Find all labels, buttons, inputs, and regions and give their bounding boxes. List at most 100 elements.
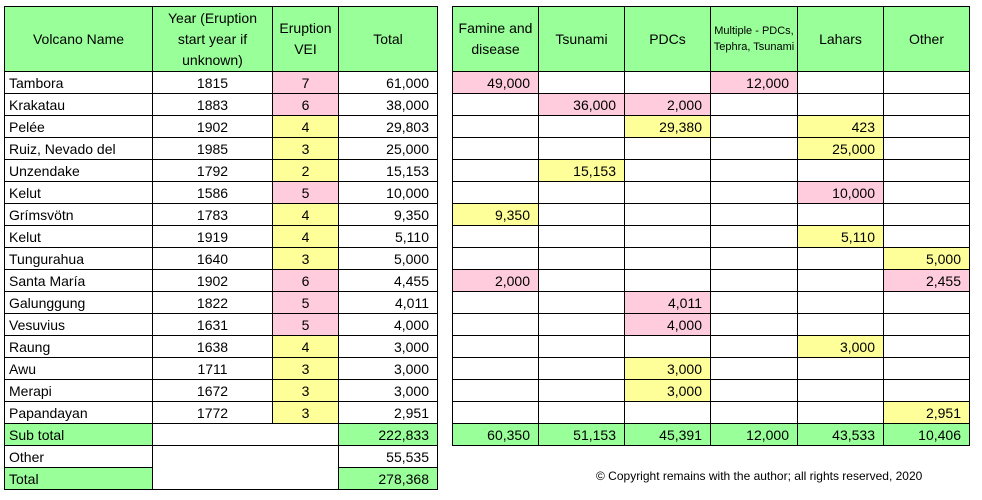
cause-row: 25,000: [452, 137, 970, 160]
volcano-row: Ruiz, Nevado del 1985 3 25,000: [4, 137, 438, 160]
volcano-row: Santa María 1902 6 4,455: [4, 269, 438, 292]
cause-row: 4,011: [452, 291, 970, 314]
volcano-name-cell: Galunggung: [4, 291, 153, 314]
cause-row: 4,000: [452, 313, 970, 336]
lahars-cell: [797, 159, 884, 182]
multiple-cell: [710, 401, 798, 424]
pdcs-cell: [624, 181, 711, 204]
volcano-name-cell: Tambora: [4, 71, 153, 94]
famine-cell: [452, 137, 539, 160]
famine-cell: [452, 93, 539, 116]
header-lahars: Lahars: [797, 6, 884, 72]
volcano-row: Tungurahua 1640 3 5,000: [4, 247, 438, 270]
other-cell: [883, 291, 970, 314]
tsunami-cell: [538, 115, 625, 138]
other-cell: [883, 93, 970, 116]
multiple-cell: [710, 203, 798, 226]
multiple-cell: [710, 181, 798, 204]
header-volcano-name: Volcano Name: [4, 6, 153, 72]
volcano-name-cell: Grímsvötn: [4, 203, 153, 226]
pdcs-cell: 3,000: [624, 357, 711, 380]
volcano-row: Tambora 1815 7 61,000: [4, 71, 438, 94]
other-cell: 2,951: [883, 401, 970, 424]
volcano-row: Galunggung 1822 5 4,011: [4, 291, 438, 314]
year-cell: 1586: [152, 181, 273, 204]
tsunami-cell: 36,000: [538, 93, 625, 116]
other-cell: [883, 159, 970, 182]
tsunami-cell: [538, 71, 625, 94]
total-cell: 4,000: [338, 313, 438, 336]
volcano-table: Volcano Name Year (Eruption start year i…: [4, 6, 438, 490]
vei-cell: 3: [272, 357, 339, 380]
cause-row: 2,000 2,455: [452, 269, 970, 292]
pdcs-cell: [624, 71, 711, 94]
other-cell: [883, 357, 970, 380]
cause-row: 5,110: [452, 225, 970, 248]
other-cell: [883, 225, 970, 248]
tsunami-cell: [538, 291, 625, 314]
multiple-cell: [710, 247, 798, 270]
tsunami-cell: [538, 357, 625, 380]
total-cell: 5,110: [338, 225, 438, 248]
subtotal-blank: [152, 423, 339, 446]
year-cell: 1783: [152, 203, 273, 226]
volcano-name-cell: Tungurahua: [4, 247, 153, 270]
multiple-cell: [710, 313, 798, 336]
tsunami-cell: [538, 401, 625, 424]
volcano-name-cell: Pelée: [4, 115, 153, 138]
cause-row: 10,000: [452, 181, 970, 204]
total-cell: 61,000: [338, 71, 438, 94]
tsunami-cell: [538, 269, 625, 292]
other-cell: [883, 313, 970, 336]
pdcs-cell: 29,380: [624, 115, 711, 138]
other-cell: [883, 137, 970, 160]
famine-cell: [452, 401, 539, 424]
volcano-row: Papandayan 1772 3 2,951: [4, 401, 438, 424]
multiple-cell: [710, 379, 798, 402]
year-cell: 1631: [152, 313, 273, 336]
famine-cell: [452, 159, 539, 182]
famine-cell: [452, 335, 539, 358]
volcano-row: Kelut 1586 5 10,000: [4, 181, 438, 204]
lahars-cell: 25,000: [797, 137, 884, 160]
subtotal-lahars: 43,533: [797, 423, 884, 446]
pdcs-cell: [624, 247, 711, 270]
year-cell: 1902: [152, 115, 273, 138]
subtotal-other: 10,406: [883, 423, 970, 446]
year-cell: 1772: [152, 401, 273, 424]
tsunami-cell: [538, 225, 625, 248]
tsunami-cell: [538, 313, 625, 336]
subtotal-famine: 60,350: [452, 423, 539, 446]
copyright-notice: © Copyright remains with the author; all…: [596, 469, 923, 483]
cause-row: 2,951: [452, 401, 970, 424]
lahars-cell: [797, 291, 884, 314]
header-total: Total: [338, 6, 438, 72]
total-cell: 10,000: [338, 181, 438, 204]
cause-row: 3,000: [452, 379, 970, 402]
pdcs-cell: 3,000: [624, 379, 711, 402]
year-cell: 1822: [152, 291, 273, 314]
pdcs-cell: [624, 335, 711, 358]
total-cell: 4,011: [338, 291, 438, 314]
cause-row: 36,000 2,000: [452, 93, 970, 116]
total-cell: 4,455: [338, 269, 438, 292]
vei-cell: 3: [272, 137, 339, 160]
header-pdcs: PDCs: [624, 6, 711, 72]
volcano-row: Kelut 1919 4 5,110: [4, 225, 438, 248]
year-cell: 1985: [152, 137, 273, 160]
cause-row: 3,000: [452, 357, 970, 380]
year-cell: 1672: [152, 379, 273, 402]
famine-cell: 9,350: [452, 203, 539, 226]
pdcs-cell: [624, 137, 711, 160]
total-cell: 29,803: [338, 115, 438, 138]
lahars-cell: [797, 203, 884, 226]
other-label: Other: [4, 445, 153, 468]
subtotal-multiple: 12,000: [710, 423, 798, 446]
grand-total-value: 278,368: [338, 467, 438, 490]
multiple-cell: [710, 269, 798, 292]
lahars-cell: 3,000: [797, 335, 884, 358]
header-tsunami: Tsunami: [538, 6, 625, 72]
total-cell: 38,000: [338, 93, 438, 116]
tsunami-cell: [538, 379, 625, 402]
volcano-name-cell: Merapi: [4, 379, 153, 402]
